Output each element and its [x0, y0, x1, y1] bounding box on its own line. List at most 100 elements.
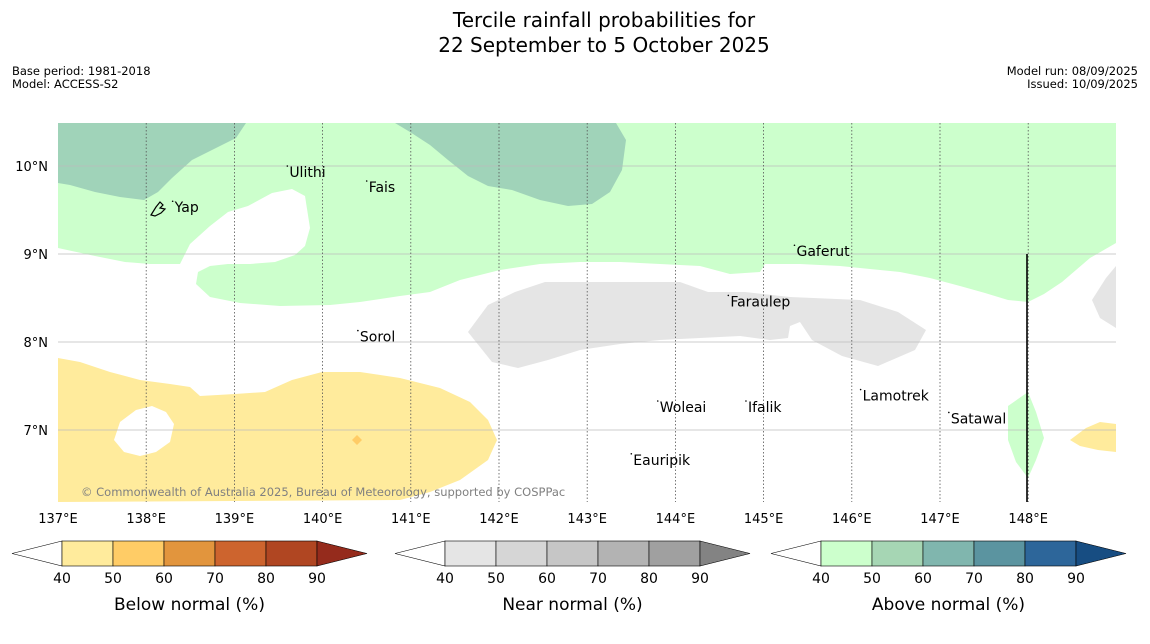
colorbar-segment [973, 540, 1026, 567]
title-line-1: Tercile rainfall probabilities for [452, 8, 756, 32]
model-run: Model run: 08/09/2025 [1006, 64, 1138, 78]
model-name: Model: ACCESS-S2 [12, 77, 119, 91]
place-marker [727, 294, 730, 297]
colorbar-below: 40 50 60 70 80 90 Below normal (%) [11, 540, 368, 615]
place-marker [793, 244, 796, 247]
colorbar-near: 40 50 60 70 80 90 Near normal (%) [394, 540, 751, 615]
colorbar-segment [546, 540, 599, 567]
place-label: Yap [174, 200, 199, 216]
colorbar-title: Below normal (%) [114, 595, 265, 615]
region-near-40-50-main [468, 282, 926, 368]
colorbar-above: 40 50 60 70 80 90 Above normal (%) [770, 540, 1127, 615]
place-label: Faraulep [730, 294, 790, 310]
colorbar-segment [495, 540, 548, 567]
colorbar-segment [444, 540, 497, 567]
colorbar-extend-high [316, 540, 368, 567]
place-marker [357, 329, 359, 332]
colorbar-tick-label: 50 [487, 571, 505, 587]
colorbar-legends: 40 50 60 70 80 90 Below normal (%) 40 50 60 70 80 90… [11, 540, 1127, 615]
colorbar-tick-label: 80 [1016, 571, 1034, 587]
colorbar-tick-label: 40 [436, 571, 454, 587]
latitude-tick-labels: 10°N 9°N 8°N 7°N [15, 160, 48, 439]
colorbar-segment [214, 540, 267, 567]
lon-tick-label: 143°E [567, 512, 607, 527]
lon-tick-label: 142°E [479, 512, 519, 527]
meta-right: Model run: 08/09/2025 Issued: 10/09/2025 [1007, 65, 1138, 91]
issued-date: Issued: 10/09/2025 [1027, 77, 1138, 91]
place-marker [171, 200, 174, 203]
lat-tick-label: 10°N [15, 160, 48, 175]
place-marker [365, 180, 368, 182]
place-label: Lamotrek [863, 389, 930, 405]
colorbar-tick-label: 70 [206, 571, 224, 587]
colorbar-tick-label: 50 [104, 571, 122, 587]
region-below-50-60-dot [352, 435, 362, 445]
region-below-40-50-east [1070, 422, 1116, 452]
lon-tick-label: 138°E [126, 512, 166, 527]
lon-tick-label: 148°E [1008, 512, 1048, 527]
colorbar-tick-label: 70 [965, 571, 983, 587]
colorbar-title: Above normal (%) [872, 595, 1025, 615]
colorbar-segment [61, 540, 114, 567]
title-line-2: 22 September to 5 October 2025 [438, 33, 770, 57]
colorbar-title: Near normal (%) [502, 595, 642, 615]
colorbar-tick-label: 60 [155, 571, 173, 587]
colorbar-tick-label: 70 [589, 571, 607, 587]
base-period: Base period: 1981-2018 [12, 64, 151, 78]
colorbar-segment [820, 540, 873, 567]
colorbar-tick-label: 80 [640, 571, 658, 587]
place-label: Ulithi [289, 165, 325, 181]
longitude-tick-labels: 137°E 138°E 139°E 140°E 141°E 142°E 143°E 144°E… [38, 512, 1048, 527]
place-marker [630, 453, 633, 455]
region-near-40-50-east [1092, 266, 1116, 328]
place-marker [948, 411, 950, 414]
colorbar-tick-label: 80 [257, 571, 275, 587]
colorbar-tick-label: 90 [1067, 571, 1085, 587]
yap-island-outline [150, 201, 167, 217]
place-labels: Yap Ulithi Fais Gaferut Faraulep Sorol Woleai I… [171, 165, 1006, 469]
colorbar-segment [163, 540, 216, 567]
region-above-50-60-central [395, 123, 626, 206]
lat-tick-label: 8°N [24, 336, 49, 351]
lon-tick-label: 145°E [744, 512, 784, 527]
colorbar-extend-high [1075, 540, 1127, 567]
colorbar-tick-label: 50 [863, 571, 881, 587]
colorbar-tick-label: 40 [812, 571, 830, 587]
lon-tick-label: 139°E [215, 512, 255, 527]
colorbar-segment [922, 540, 975, 567]
colorbar-tick-label: 60 [914, 571, 932, 587]
colorbar-extend-low [770, 540, 822, 567]
place-label: Sorol [360, 330, 395, 346]
colorbar-segment [265, 540, 318, 567]
colorbar-segment [597, 540, 650, 567]
place-label: Gaferut [796, 244, 850, 260]
map-title: Tercile rainfall probabilities for 22 Se… [0, 8, 1150, 58]
region-neutral-hole [114, 406, 174, 456]
place-marker [656, 400, 659, 402]
place-label: Eauripik [633, 453, 691, 469]
colorbar-tick-label: 90 [691, 571, 709, 587]
colorbar-extend-high [699, 540, 751, 567]
map-copyright: © Commonwealth of Australia 2025, Bureau… [81, 485, 565, 499]
colorbar-tick-label: 90 [308, 571, 326, 587]
colorbar-segment [648, 540, 701, 567]
colorbar-tick-label: 40 [53, 571, 71, 587]
region-above-40-50-east-patch [1008, 392, 1044, 478]
place-label: Woleai [660, 400, 707, 416]
lon-tick-label: 137°E [38, 512, 78, 527]
colorbar-tick-label: 60 [538, 571, 556, 587]
lat-tick-label: 7°N [24, 424, 49, 439]
colorbar-segment [1024, 540, 1077, 567]
lon-tick-label: 141°E [391, 512, 431, 527]
lon-tick-label: 144°E [656, 512, 696, 527]
region-above-50-60-west [58, 123, 246, 200]
place-label: Fais [369, 180, 396, 196]
longitude-gridlines [145, 123, 1029, 502]
place-marker [859, 388, 862, 391]
place-marker [286, 165, 289, 167]
lat-tick-label: 9°N [24, 248, 49, 263]
place-label: Ifalik [748, 400, 782, 416]
lon-tick-label: 140°E [303, 512, 343, 527]
colorbar-segment [871, 540, 924, 567]
